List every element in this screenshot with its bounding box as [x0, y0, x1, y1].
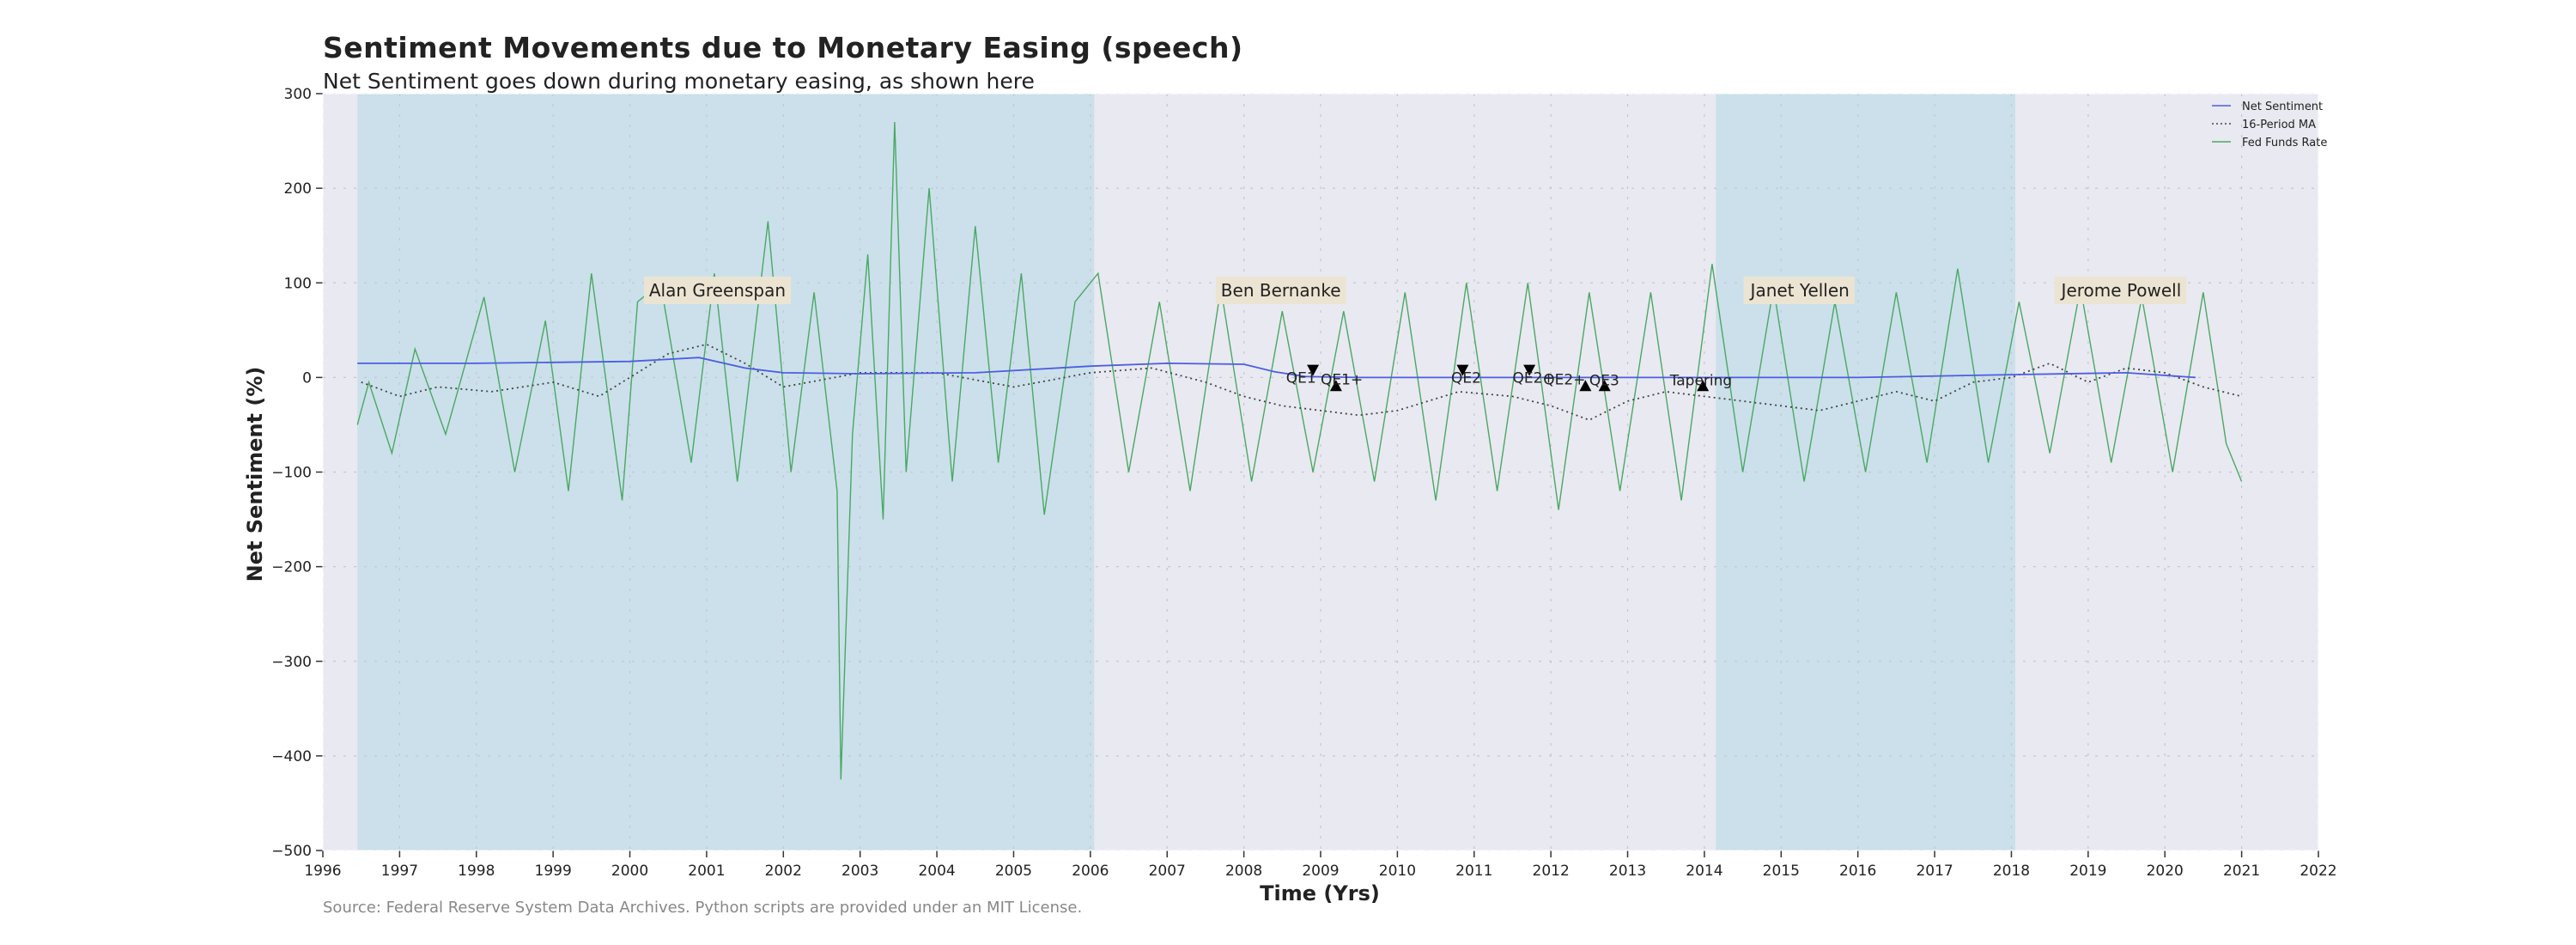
x-tick-label: 1997 [381, 863, 418, 880]
legend-label: 16-Period MA [2242, 119, 2316, 131]
y-tick-label: −400 [271, 748, 312, 765]
legend-label: Net Sentiment [2242, 101, 2323, 113]
source-note: Source: Federal Reserve System Data Arch… [323, 899, 1083, 917]
x-tick-label: 2009 [1302, 863, 1339, 880]
event-marker-1 [1329, 380, 1342, 392]
x-tick-label: 2011 [1455, 863, 1492, 880]
chair-label-box [2054, 277, 2187, 305]
x-tick-label: 2020 [2147, 863, 2184, 880]
chair-label-box [643, 277, 792, 305]
y-tick-label: 0 [302, 369, 312, 387]
chair-label-layer: Alan Greenspan Ben Bernanke Janet Yellen Je… [643, 277, 2187, 305]
x-tick-label: 2015 [1763, 863, 1800, 880]
x-tick-label: 2005 [995, 863, 1032, 880]
x-tick-label: 2010 [1379, 863, 1416, 880]
x-axis-label: Time (Yrs) [1260, 881, 1380, 905]
x-tick-label: 2017 [1916, 863, 1953, 880]
x-tick-label: 2022 [2300, 863, 2336, 880]
x-tick-label: 2003 [841, 863, 878, 880]
x-tick-label: 2002 [765, 863, 802, 880]
chair-label-box [1743, 277, 1855, 305]
x-tick-label: 2013 [1609, 863, 1646, 880]
event-label: Tapering [1669, 373, 1733, 390]
event-label: QE1 [1286, 369, 1316, 387]
x-tick-label: 2012 [1533, 863, 1570, 880]
x-tick-label: 2018 [1993, 863, 2030, 880]
y-tick-label: 300 [284, 86, 312, 103]
x-tick-label: 2019 [2069, 863, 2106, 880]
legend-label: Fed Funds Rate [2242, 137, 2327, 149]
event-marker-4 [1579, 380, 1592, 392]
event-marker-layer: QE1 QE1+ QE2 QE2+QE2+ QE3 Tapering [1286, 364, 1733, 392]
x-tick-label: 2014 [1686, 863, 1722, 880]
event-marker-0 [1307, 364, 1320, 376]
legend-layer: Net Sentiment 16-Period MA Fed Funds Rate [2212, 101, 2327, 149]
chart-title: Sentiment Movements due to Monetary Easi… [323, 31, 1243, 64]
plot-frame [322, 93, 2319, 851]
event-label: QE1+ [1321, 372, 1363, 389]
x-tick-label: 2006 [1072, 863, 1109, 880]
chart-subtitle: Net Sentiment goes down during monetary … [323, 69, 1035, 94]
x-tick-label: 2008 [1225, 863, 1262, 880]
x-tick-label: 2021 [2223, 863, 2260, 880]
chair-label: Ben Bernanke [1221, 280, 1341, 301]
y-tick-label: −200 [271, 559, 312, 576]
y-tick-label: 100 [284, 275, 312, 292]
event-marker-6 [1697, 380, 1710, 392]
chair-label: Jerome Powell [2060, 280, 2182, 301]
event-label: QE2+ [1543, 372, 1585, 389]
series-16-period-ma [361, 343, 2242, 421]
x-tick-label: 2000 [611, 863, 648, 880]
chair-label-box [1215, 277, 1346, 305]
event-label: QE3 [1589, 373, 1619, 390]
chair-label: Janet Yellen [1749, 280, 1850, 301]
x-tick-label: 2001 [688, 863, 725, 880]
chair-label: Alan Greenspan [649, 280, 786, 301]
event-label: QE2+ [1512, 369, 1554, 387]
x-tick-label: 2004 [918, 863, 955, 880]
axis-layer: 1996 1997 1998 1999 2000 2001 2002 2003 2004 2005… [271, 86, 2336, 880]
series-net-sentiment [357, 357, 2196, 379]
x-tick-label: 2016 [1839, 863, 1876, 880]
x-tick-label: 1999 [535, 863, 572, 880]
x-tick-label: 2007 [1149, 863, 1186, 880]
event-label: QE2 [1451, 369, 1481, 387]
x-tick-label: 1998 [458, 863, 495, 880]
x-tick-label: 1996 [304, 863, 341, 880]
y-tick-label: −500 [271, 843, 312, 860]
y-tick-label: −300 [271, 654, 312, 671]
event-marker-3 [1523, 364, 1536, 376]
y-tick-label: 200 [284, 180, 312, 198]
event-marker-5 [1598, 380, 1611, 392]
event-marker-2 [1456, 364, 1469, 376]
y-tick-label: −100 [271, 465, 312, 482]
y-axis-label: Net Sentiment (%) [243, 367, 267, 582]
grid-layer [322, 93, 2319, 851]
